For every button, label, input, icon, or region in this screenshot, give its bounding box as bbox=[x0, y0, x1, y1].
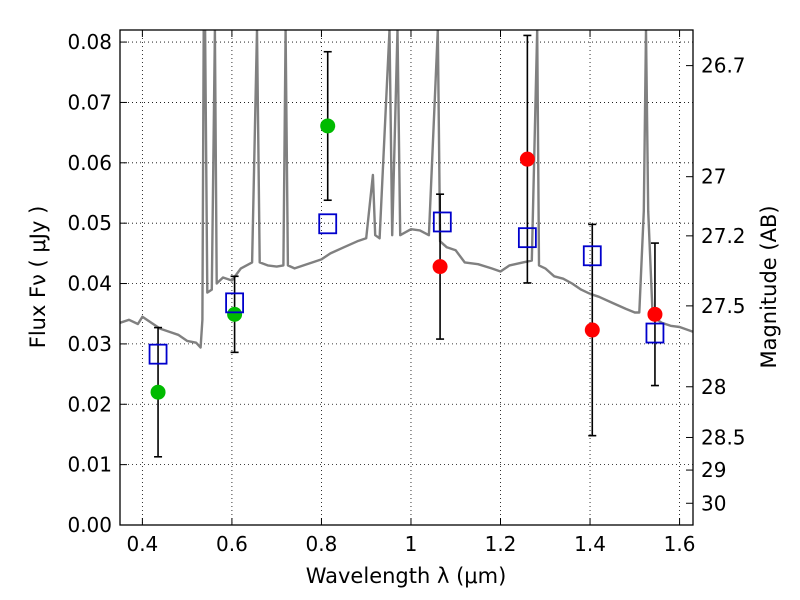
model-photometry-point bbox=[645, 322, 665, 344]
observed-green-point bbox=[227, 306, 243, 322]
observed-red-point bbox=[584, 322, 600, 338]
y-tick-label: 0.08 bbox=[67, 30, 112, 54]
grid-layer bbox=[120, 30, 693, 526]
model-photometry-point bbox=[432, 211, 452, 233]
model-photometry-point bbox=[318, 213, 338, 235]
observed-red-point bbox=[519, 151, 535, 167]
marker-layer bbox=[148, 118, 665, 400]
y2-tick-label: 30 bbox=[701, 491, 726, 515]
x-tick-label: 1 bbox=[405, 532, 418, 556]
y2-tick-label: 27.5 bbox=[701, 294, 746, 318]
y-axis-label: Flux Fν ( μJy ) bbox=[26, 206, 50, 349]
y2-axis-label: Magnitude (AB) bbox=[757, 205, 781, 368]
model-photometry-point bbox=[582, 245, 602, 267]
y-tick-label: 0.02 bbox=[67, 392, 112, 416]
y-tick-label: 0.00 bbox=[67, 513, 112, 537]
x-tick-label: 1.4 bbox=[574, 532, 606, 556]
x-axis-label: Wavelength λ (μm) bbox=[306, 564, 507, 588]
tick-layer: 0.4 0.6 0.8 1 1.2 1.4 1.6 0.00 0.01 0.02 0.03 0.04 0… bbox=[67, 30, 746, 556]
spectrum-layer bbox=[120, 30, 693, 349]
y2-tick-label: 29 bbox=[701, 458, 726, 482]
observed-red-point bbox=[647, 306, 663, 322]
x-tick-label: 0.6 bbox=[216, 532, 248, 556]
y2-tick-label: 28.5 bbox=[701, 425, 746, 449]
y2-tick-label: 27 bbox=[701, 165, 726, 189]
x-tick-label: 0.8 bbox=[306, 532, 338, 556]
x-tick-label: 0.4 bbox=[126, 532, 158, 556]
observed-red-point bbox=[432, 259, 448, 275]
x-tick-label: 1.2 bbox=[485, 532, 517, 556]
y-tick-label: 0.05 bbox=[67, 211, 112, 235]
model-photometry-point bbox=[148, 343, 168, 365]
y-tick-label: 0.07 bbox=[67, 90, 112, 114]
y2-tick-label: 28 bbox=[701, 375, 726, 399]
model-photometry-point bbox=[517, 227, 537, 249]
y2-tick-label: 27.2 bbox=[701, 224, 746, 248]
observed-green-point bbox=[320, 118, 336, 134]
y-tick-label: 0.03 bbox=[67, 332, 112, 356]
plot-frame bbox=[119, 29, 694, 526]
model-photometry-point bbox=[225, 292, 245, 314]
model-spectrum-line bbox=[120, 30, 693, 349]
y-tick-label: 0.06 bbox=[67, 151, 112, 175]
x-tick-label: 1.6 bbox=[664, 532, 696, 556]
observed-green-point bbox=[150, 384, 166, 400]
y-tick-label: 0.01 bbox=[67, 453, 112, 477]
y2-tick-label: 26.7 bbox=[701, 54, 746, 78]
y-tick-label: 0.04 bbox=[67, 272, 112, 296]
